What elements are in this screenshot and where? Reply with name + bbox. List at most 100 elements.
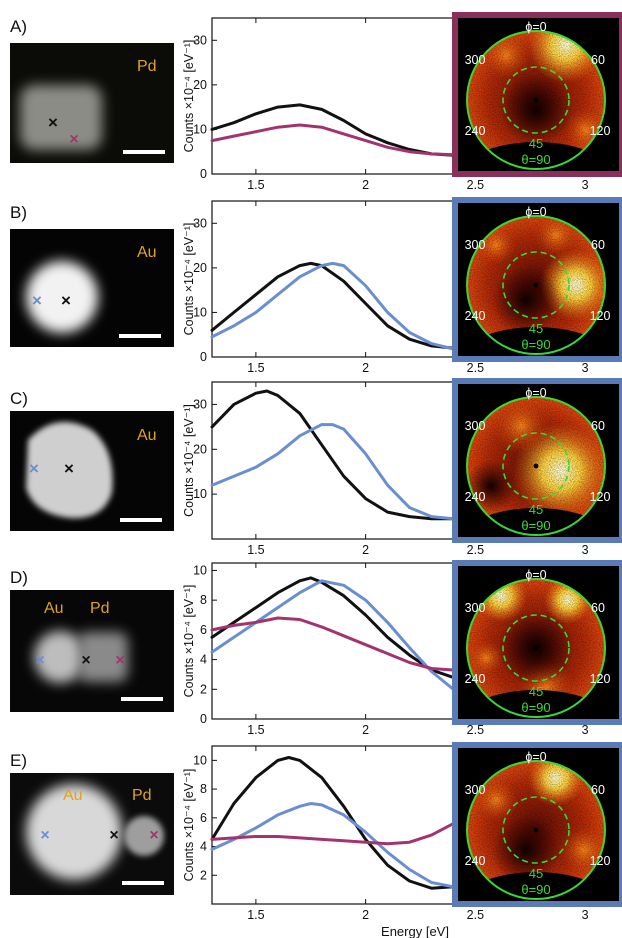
y-tick-label: 10 <box>193 487 207 501</box>
theta-45-circle <box>502 66 570 134</box>
angle-label-45: 45 <box>529 866 543 881</box>
theta-45-circle <box>502 796 570 864</box>
angle-label-120: 120 <box>590 309 611 323</box>
angle-label-phi0: ϕ=0 <box>525 750 546 764</box>
y-tick-label: 0 <box>200 350 207 364</box>
angle-label-300: 300 <box>465 601 486 615</box>
angle-label-300: 300 <box>465 419 486 433</box>
center-dot <box>533 463 539 469</box>
y-axis-label: Counts ×10⁻⁴ [eV⁻¹] <box>182 769 196 882</box>
angle-label-theta90: θ=90 <box>521 337 550 352</box>
center-dot <box>533 282 539 288</box>
scale-bar <box>123 150 165 154</box>
angle-label-240: 240 <box>465 309 486 323</box>
angle-label-120: 120 <box>590 490 611 504</box>
y-axis-label: Counts ×10⁻⁴ [eV⁻¹] <box>182 404 196 517</box>
angle-label-120: 120 <box>590 854 611 868</box>
theta-45-circle <box>502 432 570 500</box>
x-tick-label: 3 <box>582 908 589 922</box>
x-tick-label: 2.5 <box>467 723 484 737</box>
stem-image-a: Pd × × <box>10 43 174 163</box>
angle-label-phi0: ϕ=0 <box>525 386 546 400</box>
scale-bar <box>122 881 164 885</box>
panel-label-b: B) <box>10 203 27 222</box>
y-tick-label: 20 <box>193 442 207 456</box>
stem-image-c: Au × × <box>10 411 174 531</box>
y-tick-label: 20 <box>193 78 207 92</box>
angle-label-300: 300 <box>465 238 486 252</box>
angle-label-240: 240 <box>465 854 486 868</box>
y-tick-label: 0 <box>200 167 207 181</box>
y-tick-label: 30 <box>193 397 207 411</box>
angle-label-45: 45 <box>529 502 543 517</box>
y-tick-label: 8 <box>200 782 207 796</box>
angle-label-60: 60 <box>591 53 605 67</box>
map-frame <box>452 742 622 907</box>
mark-black: × <box>81 652 90 669</box>
angular-map-e: ϕ=0 300 60 240 120 45θ=90 <box>452 742 622 907</box>
mark-blue: × <box>40 827 49 844</box>
y-axis-label: Counts ×10⁻⁴ [eV⁻¹] <box>182 223 196 336</box>
y-tick-label: 4 <box>200 653 207 667</box>
mark-magenta: × <box>115 652 124 669</box>
element-label-pd: Pd <box>132 787 152 804</box>
angle-label-45: 45 <box>529 684 543 699</box>
mark-black: × <box>48 113 58 132</box>
x-tick-label: 1.5 <box>247 543 264 557</box>
scale-bar <box>120 518 162 522</box>
element-label-au: Au <box>63 787 83 804</box>
angle-label-theta90: θ=90 <box>521 518 550 533</box>
y-tick-label: 6 <box>200 623 207 637</box>
y-tick-label: 30 <box>193 216 207 230</box>
y-tick-label: 10 <box>193 305 207 319</box>
x-tick-label: 2.5 <box>467 908 484 922</box>
y-tick-label: 10 <box>193 122 207 136</box>
angle-label-60: 60 <box>591 601 605 615</box>
x-tick-label: 2 <box>362 723 369 737</box>
x-tick-label: 3 <box>582 178 589 192</box>
x-tick-label: 2 <box>362 178 369 192</box>
mark-blue: × <box>29 459 39 478</box>
angular-map-b: ϕ=0 300 60 240 120 45θ=90 <box>452 197 622 362</box>
angle-label-theta90: θ=90 <box>521 882 550 897</box>
x-tick-label: 2.5 <box>467 178 484 192</box>
theta-90-circle <box>466 578 606 718</box>
mark-black: × <box>64 459 74 478</box>
scale-bar <box>121 697 163 701</box>
panel-label-a: A) <box>10 17 27 36</box>
angle-label-120: 120 <box>590 124 611 138</box>
mark-magenta: × <box>149 827 158 844</box>
x-axis-label: Energy [eV] <box>381 924 449 938</box>
theta-90-circle <box>466 760 606 900</box>
angle-label-phi0: ϕ=0 <box>525 568 546 582</box>
y-axis-label: Counts ×10⁻⁴ [eV⁻¹] <box>182 585 196 698</box>
map-frame <box>452 12 622 177</box>
y-axis-label: Counts ×10⁻⁴ [eV⁻¹] <box>182 40 196 153</box>
angle-label-240: 240 <box>465 124 486 138</box>
x-tick-label: 2 <box>362 361 369 375</box>
y-tick-label: 10 <box>193 753 207 767</box>
x-tick-label: 1.5 <box>247 361 264 375</box>
angle-label-300: 300 <box>465 783 486 797</box>
stem-column: A) Pd × × B) Au × × C) Au × <box>10 17 174 895</box>
mark-magenta: × <box>69 131 78 148</box>
panel-label-d: D) <box>10 568 28 587</box>
mark-black: × <box>109 827 118 844</box>
angle-label-60: 60 <box>591 419 605 433</box>
angle-label-theta90: θ=90 <box>521 700 550 715</box>
element-label-pd: Pd <box>137 58 157 75</box>
mark-blue: × <box>32 291 42 310</box>
y-tick-label: 2 <box>200 868 207 882</box>
map-frame <box>452 197 622 362</box>
x-tick-label: 2.5 <box>467 543 484 557</box>
scale-bar <box>119 334 161 338</box>
y-tick-label: 20 <box>193 261 207 275</box>
element-label-pd: Pd <box>90 600 110 617</box>
x-tick-label: 1.5 <box>247 178 264 192</box>
stem-image-b: Au × × <box>10 229 174 347</box>
y-tick-label: 4 <box>200 840 207 854</box>
element-label-au: Au <box>44 600 64 617</box>
angle-label-phi0: ϕ=0 <box>525 20 546 34</box>
